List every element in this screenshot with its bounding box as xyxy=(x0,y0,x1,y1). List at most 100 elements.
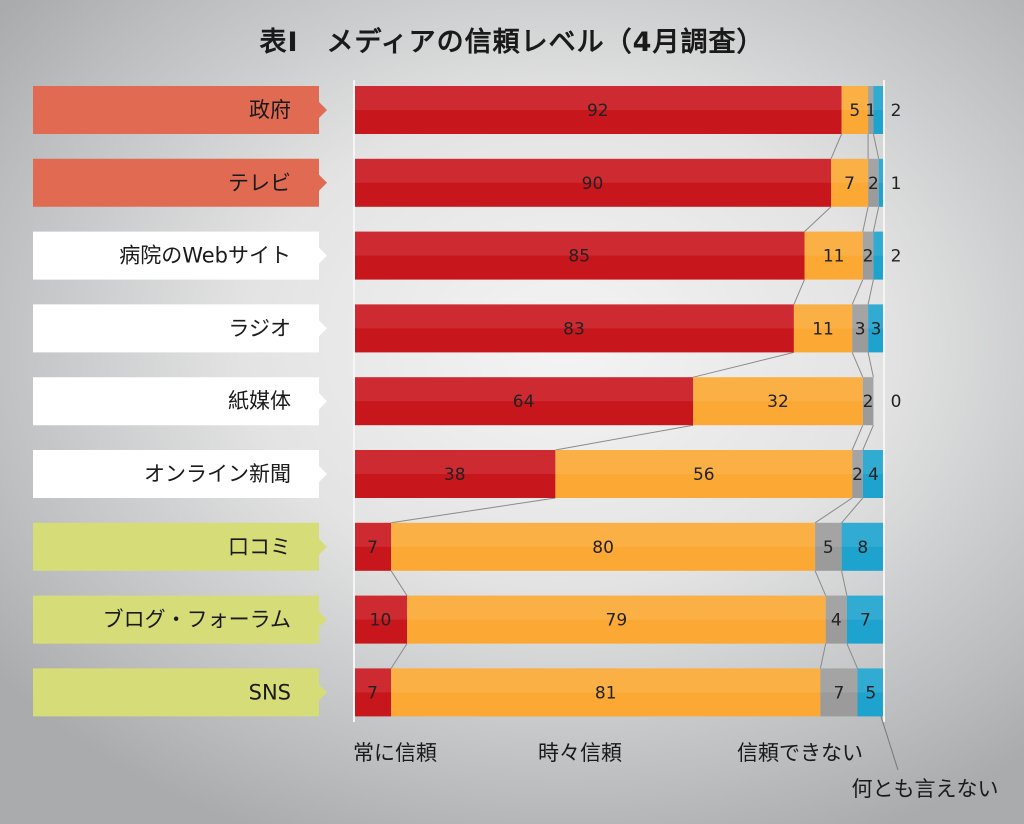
bar-never xyxy=(862,231,874,280)
connector-lines xyxy=(390,133,880,669)
bar-highlight xyxy=(868,158,879,183)
category-label-box xyxy=(33,522,327,571)
data-label: 4 xyxy=(831,611,842,631)
data-label: 1 xyxy=(865,101,876,121)
bar-highlight xyxy=(841,522,884,547)
connector-line xyxy=(872,206,880,232)
bar-highlight xyxy=(868,304,884,329)
data-label: 85 xyxy=(568,247,590,267)
bar-highlight xyxy=(862,231,874,256)
bar-highlight xyxy=(793,304,853,329)
bar-highlight xyxy=(878,158,884,183)
connector-line xyxy=(693,351,795,378)
connector-line xyxy=(793,279,805,305)
category-label: 紙媒体 xyxy=(228,389,291,413)
bar-highlight xyxy=(852,450,863,474)
connector-line xyxy=(819,643,827,669)
bar-always xyxy=(354,522,392,571)
category-label: SNS xyxy=(249,680,291,704)
bar-highlight xyxy=(391,668,821,693)
bar-never xyxy=(815,522,842,571)
category-label-box xyxy=(33,668,327,717)
bar-always xyxy=(354,668,392,717)
bar-always xyxy=(354,158,831,207)
bar-highlight xyxy=(825,595,847,620)
bar-highlight xyxy=(873,231,884,256)
bar-undecided xyxy=(873,86,884,134)
bar-highlight xyxy=(693,377,863,402)
bar-sometimes xyxy=(831,158,869,207)
connector-line xyxy=(862,425,874,451)
category-label: 病院のWebサイト xyxy=(119,244,291,268)
bar-always xyxy=(354,595,407,644)
bar-highlight xyxy=(815,522,842,547)
connector-line xyxy=(555,424,694,451)
data-label: 80 xyxy=(592,538,614,558)
data-label: 11 xyxy=(812,319,834,339)
bar-never xyxy=(868,158,879,207)
bar-highlight xyxy=(391,522,816,547)
data-label: 1 xyxy=(891,174,902,194)
bar-always xyxy=(354,231,805,280)
bar-never xyxy=(862,377,874,426)
bar-undecided xyxy=(846,595,884,644)
data-label: 8 xyxy=(857,538,868,558)
chart-title: 表I メディアの信頼レベル（4月調査） xyxy=(259,27,765,58)
bar-sometimes xyxy=(407,595,826,644)
connector-line xyxy=(841,570,848,596)
data-label: 3 xyxy=(871,319,882,339)
bar-highlight xyxy=(868,86,874,110)
bar-sometimes xyxy=(391,522,816,571)
connector-line xyxy=(804,206,832,232)
category-label: テレビ xyxy=(228,171,291,195)
bar-highlight xyxy=(407,595,826,620)
category-label-box xyxy=(33,231,327,280)
bar-always xyxy=(354,304,794,353)
data-label: 56 xyxy=(693,465,715,485)
bar-never xyxy=(852,450,863,498)
connector-line xyxy=(830,133,843,159)
bar-highlight xyxy=(852,304,869,329)
category-label: ラジオ xyxy=(228,316,291,340)
category-label-box xyxy=(33,304,327,353)
category-label-box xyxy=(33,377,327,426)
bar-undecided xyxy=(862,450,884,498)
leader-line xyxy=(880,716,899,771)
data-label: 7 xyxy=(834,683,845,703)
data-label: 90 xyxy=(582,174,604,194)
data-label: 11 xyxy=(823,247,845,267)
bar-sometimes xyxy=(693,377,863,426)
bar-highlight xyxy=(846,595,884,620)
category-label: ブログ・フォーラム xyxy=(103,608,291,632)
bar-sometimes xyxy=(793,304,853,353)
bar-always xyxy=(354,450,556,498)
data-label: 92 xyxy=(587,101,609,121)
data-label: 0 xyxy=(891,392,902,412)
bar-highlight xyxy=(841,86,869,110)
data-label: 7 xyxy=(367,538,378,558)
bar-always xyxy=(354,86,842,134)
connector-line xyxy=(872,133,880,159)
bar-sometimes xyxy=(555,450,853,498)
bar-highlight xyxy=(354,304,794,329)
connector-line xyxy=(867,279,874,305)
data-label: 10 xyxy=(370,611,392,631)
bar-highlight xyxy=(555,450,853,474)
bar-never xyxy=(820,668,858,717)
data-label: 64 xyxy=(513,392,535,412)
bar-highlight xyxy=(354,377,694,402)
category-label-box xyxy=(33,86,327,134)
connector-line xyxy=(851,279,864,305)
data-label: 2 xyxy=(863,247,874,267)
bar-never xyxy=(852,304,869,353)
data-label: 2 xyxy=(852,465,863,485)
data-label: 5 xyxy=(849,101,860,121)
data-label: 32 xyxy=(767,392,789,412)
data-label: 81 xyxy=(595,683,617,703)
data-label: 5 xyxy=(865,683,876,703)
bar-sometimes xyxy=(804,231,863,280)
data-label: 4 xyxy=(868,465,879,485)
bar-highlight xyxy=(862,377,874,402)
